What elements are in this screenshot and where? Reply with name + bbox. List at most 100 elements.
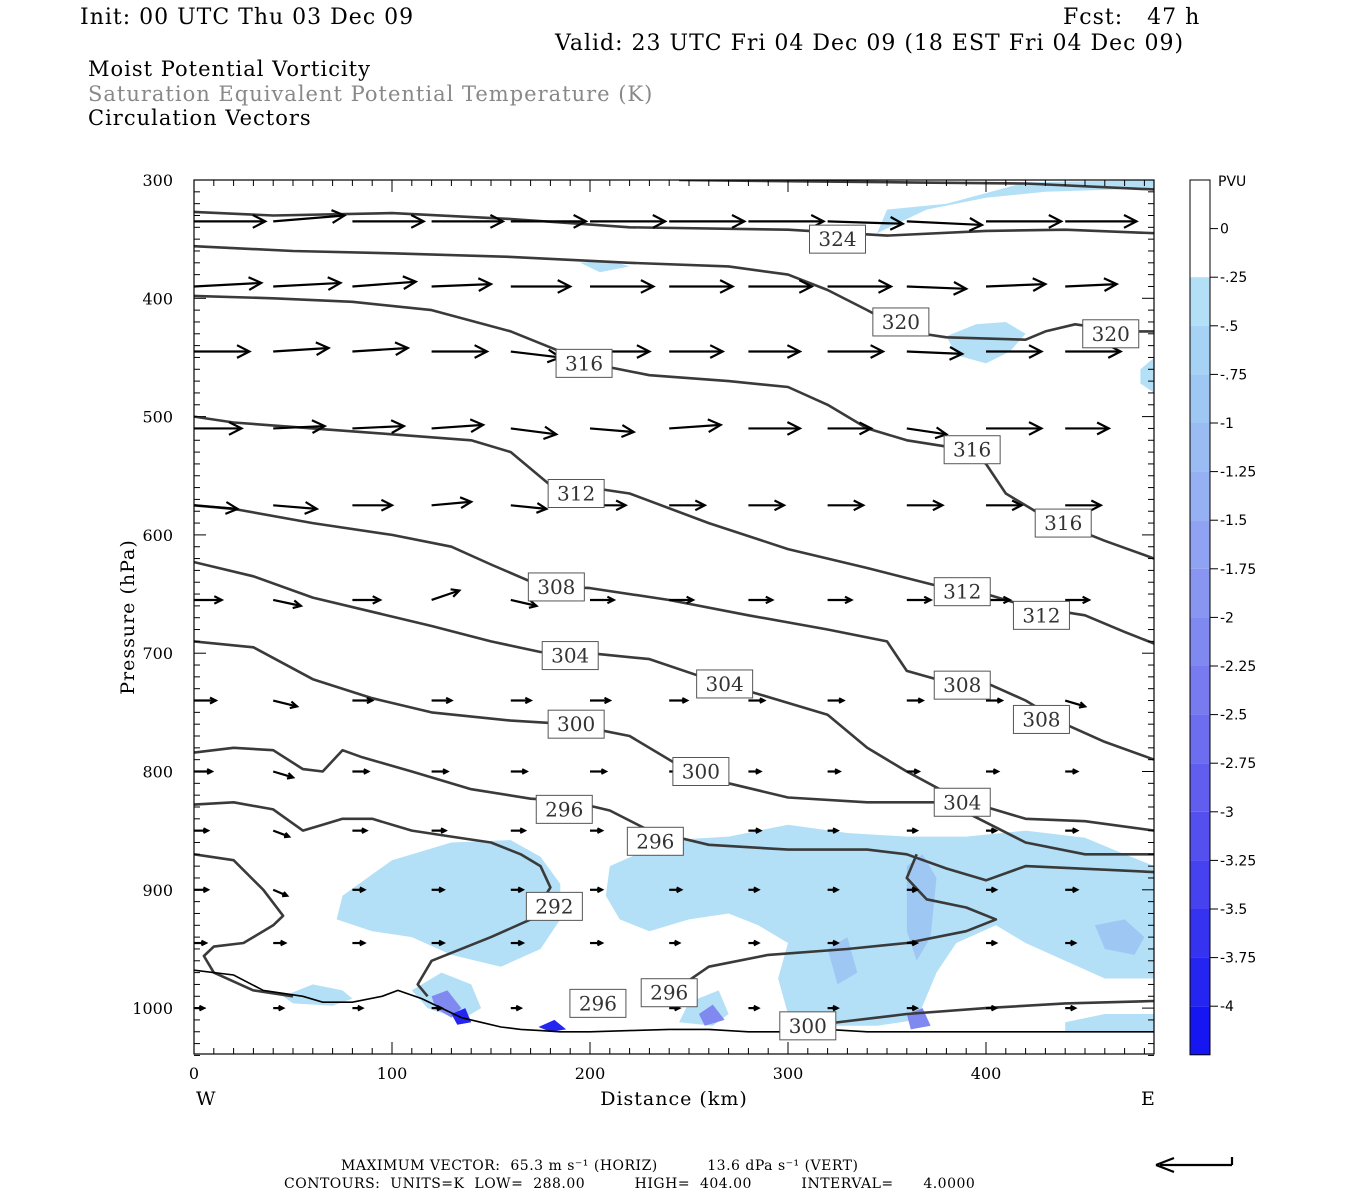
- colorbar-label: -1: [1220, 416, 1234, 432]
- circulation-vector: [985, 277, 1048, 292]
- contour-label-text: 316: [565, 351, 603, 375]
- circulation-vector: [669, 886, 684, 894]
- circulation-vector: [1065, 939, 1078, 947]
- circulation-vector: [748, 499, 787, 512]
- circulation-vector: [748, 344, 803, 359]
- circulation-vector: [827, 499, 866, 512]
- circulation-vector: [273, 1004, 286, 1012]
- contour-info-note: CONTOURS: UNITS=K LOW= 288.00 HIGH= 404.…: [284, 1176, 976, 1192]
- colorbar-swatch: [1190, 811, 1210, 861]
- circulation-vector: [431, 214, 506, 229]
- contour-label: 300: [672, 757, 730, 786]
- theta-contour-316: [194, 294, 1154, 560]
- circulation-vector: [827, 421, 874, 436]
- circulation-vector: [827, 216, 906, 231]
- contour-label: 300: [547, 709, 605, 739]
- colorbar-label: -1.75: [1220, 562, 1256, 578]
- circulation-vector: [273, 209, 347, 224]
- circulation-vector: [986, 499, 1025, 512]
- contour-label-text: 304: [551, 644, 589, 668]
- circulation-vector: [194, 421, 244, 436]
- circulation-vector: [1065, 768, 1080, 775]
- circulation-vector: [1065, 595, 1092, 605]
- colorbar-title: PVU: [1218, 174, 1246, 190]
- circulation-vector: [272, 699, 300, 710]
- circulation-vector: [906, 697, 926, 704]
- circulation-vector: [1065, 214, 1139, 229]
- pv-region: [1140, 357, 1154, 393]
- circulation-vector: [590, 886, 605, 894]
- pv-region: [538, 1019, 567, 1032]
- colorbar-label: -2.25: [1220, 659, 1256, 675]
- contour-label-layer: 324 320 320 316 316 316 312 312 312 308 308 308 304 3…: [525, 224, 1140, 1041]
- colorbar-label: -2.75: [1220, 756, 1256, 772]
- contour-label-text: 304: [706, 672, 744, 696]
- circulation-vector: [431, 939, 446, 947]
- contour-label-text: 296: [579, 991, 617, 1015]
- theta-contour-324: [194, 210, 1154, 237]
- y-tick-label: 800: [142, 763, 173, 782]
- circulation-vector: [590, 768, 609, 775]
- circulation-vector: [748, 1004, 761, 1012]
- colorbar-label: -1.25: [1220, 465, 1256, 481]
- circulation-vector: [273, 341, 332, 357]
- contour-label: 304: [541, 641, 599, 671]
- circulation-vector: [352, 498, 395, 512]
- circulation-vector: [352, 419, 407, 434]
- contour-label-text: 296: [650, 981, 688, 1005]
- colorbar-swatch: [1190, 520, 1210, 569]
- contour-label-text: 296: [545, 797, 583, 821]
- circulation-vector: [273, 501, 320, 515]
- pv-region: [1094, 919, 1145, 955]
- contour-label-text: 312: [557, 481, 595, 505]
- x-tick-label: 0: [189, 1064, 199, 1083]
- forecast-hour: Fcst: 47 h: [1063, 5, 1201, 30]
- colorbar-label: -.5: [1220, 319, 1238, 335]
- circulation-vector: [906, 768, 922, 775]
- circulation-vector: [748, 279, 815, 294]
- circulation-vector: [510, 939, 526, 947]
- circulation-vector: [1065, 827, 1080, 834]
- west-label: W: [196, 1088, 217, 1110]
- colorbar-label: -2: [1220, 610, 1234, 626]
- contour-label: 320: [1082, 319, 1140, 349]
- circulation-vector: [352, 275, 419, 290]
- contour-label: 304: [933, 787, 991, 817]
- contour-label: 296: [535, 794, 593, 824]
- y-tick-label: 700: [142, 644, 173, 663]
- colorbar-swatch: [1190, 714, 1210, 764]
- circulation-vector: [272, 888, 290, 898]
- circulation-vector: [827, 827, 840, 834]
- contour-label: 316: [943, 435, 1001, 465]
- contour-label-text: 308: [1022, 707, 1060, 731]
- circulation-vector: [510, 279, 573, 294]
- contour-label-text: 312: [1022, 603, 1060, 627]
- circulation-vector: [352, 827, 369, 834]
- contour-label-text: 324: [818, 227, 856, 251]
- pv-region: [283, 984, 353, 1006]
- circulation-vector: [194, 214, 268, 229]
- circulation-vector: [748, 827, 763, 834]
- circulation-vector: [986, 827, 999, 834]
- contour-label: 292: [525, 891, 583, 921]
- field-title-vectors: Circulation Vectors: [88, 106, 312, 130]
- contour-label: 316: [1034, 508, 1092, 538]
- contour-label: 312: [1012, 600, 1070, 630]
- circulation-vector: [590, 279, 656, 294]
- x-tick-label: 400: [971, 1064, 1002, 1083]
- contour-label-text: 304: [943, 790, 981, 814]
- pv-region: [877, 180, 1154, 234]
- circulation-vector: [194, 595, 225, 605]
- contour-label: 300: [779, 1011, 837, 1041]
- contour-label: 308: [933, 670, 991, 700]
- contour-label-text: 300: [789, 1014, 827, 1038]
- circulation-vector: [352, 214, 427, 229]
- circulation-vector: [827, 279, 894, 294]
- circulation-vector: [431, 886, 446, 894]
- circulation-vector: [906, 426, 949, 440]
- circulation-vector: [590, 696, 613, 705]
- circulation-vector: [986, 697, 1005, 704]
- circulation-vector: [669, 595, 696, 605]
- colorbar-swatch: [1190, 763, 1210, 812]
- circulation-vector: [589, 424, 637, 439]
